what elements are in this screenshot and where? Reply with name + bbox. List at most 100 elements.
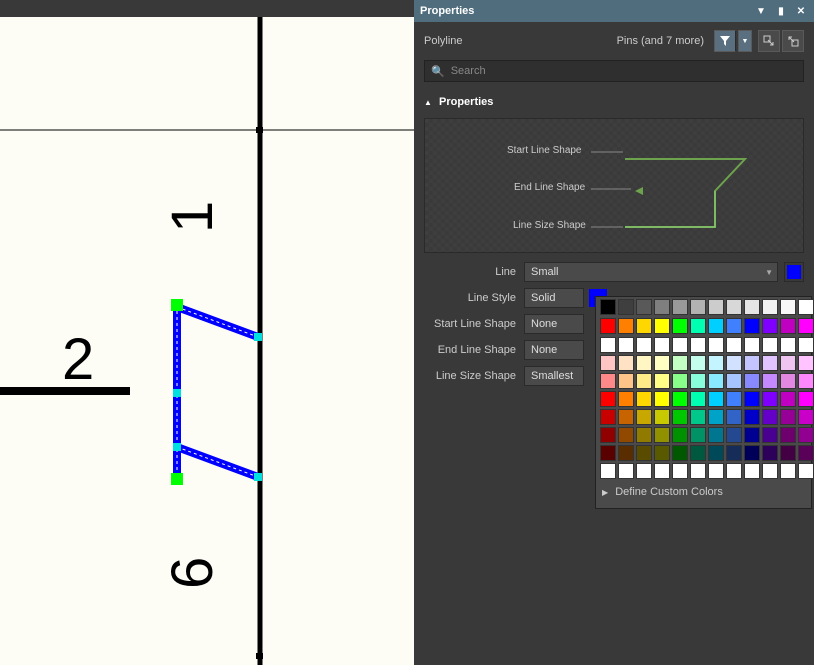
filter-dropdown-button[interactable]: ▼ — [738, 30, 752, 52]
color-swatch[interactable] — [762, 355, 778, 371]
color-swatch[interactable] — [798, 337, 814, 353]
color-swatch[interactable] — [672, 445, 688, 461]
color-swatch[interactable] — [798, 355, 814, 371]
dropdown-icon[interactable]: ▼ — [754, 6, 768, 17]
line-dropdown[interactable]: Small▼ — [524, 262, 778, 282]
color-swatch[interactable] — [708, 463, 724, 479]
color-swatch[interactable] — [618, 427, 634, 443]
color-swatch[interactable] — [798, 463, 814, 479]
color-swatch[interactable] — [708, 373, 724, 389]
color-swatch[interactable] — [708, 337, 724, 353]
color-swatch[interactable] — [744, 299, 760, 315]
color-swatch[interactable] — [726, 427, 742, 443]
color-swatch[interactable] — [690, 299, 706, 315]
color-swatch[interactable] — [618, 355, 634, 371]
color-swatch[interactable] — [744, 318, 760, 334]
color-swatch[interactable] — [654, 373, 670, 389]
color-swatch[interactable] — [744, 337, 760, 353]
color-swatch[interactable] — [744, 409, 760, 425]
color-swatch[interactable] — [690, 427, 706, 443]
color-swatch[interactable] — [762, 318, 778, 334]
color-swatch[interactable] — [600, 318, 616, 334]
color-swatch[interactable] — [672, 373, 688, 389]
color-swatch[interactable] — [798, 373, 814, 389]
color-swatch[interactable] — [798, 299, 814, 315]
color-swatch[interactable] — [618, 373, 634, 389]
color-swatch[interactable] — [618, 299, 634, 315]
color-swatch[interactable] — [636, 299, 652, 315]
color-swatch[interactable] — [708, 409, 724, 425]
color-swatch[interactable] — [690, 355, 706, 371]
color-swatch[interactable] — [708, 445, 724, 461]
select-child-button[interactable] — [782, 30, 804, 52]
color-swatch[interactable] — [690, 391, 706, 407]
style-dropdown[interactable]: Solid — [524, 288, 584, 308]
color-swatch[interactable] — [708, 355, 724, 371]
color-swatch[interactable] — [636, 355, 652, 371]
color-swatch[interactable] — [672, 318, 688, 334]
color-swatch[interactable] — [672, 427, 688, 443]
color-swatch[interactable] — [780, 445, 796, 461]
color-swatch[interactable] — [744, 391, 760, 407]
color-swatch[interactable] — [726, 373, 742, 389]
color-swatch[interactable] — [744, 463, 760, 479]
pin-icon[interactable]: ▮ — [774, 6, 788, 17]
color-swatch[interactable] — [600, 391, 616, 407]
color-swatch[interactable] — [636, 318, 652, 334]
color-swatch[interactable] — [672, 355, 688, 371]
properties-section-header[interactable]: ▲ Properties — [414, 92, 814, 112]
color-swatch[interactable] — [600, 463, 616, 479]
color-swatch[interactable] — [798, 445, 814, 461]
color-swatch[interactable] — [654, 337, 670, 353]
color-swatch[interactable] — [780, 409, 796, 425]
color-swatch[interactable] — [690, 373, 706, 389]
color-swatch[interactable] — [762, 337, 778, 353]
color-swatch[interactable] — [600, 427, 616, 443]
color-swatch[interactable] — [762, 409, 778, 425]
color-swatch[interactable] — [780, 373, 796, 389]
color-swatch[interactable] — [762, 463, 778, 479]
color-swatch[interactable] — [654, 409, 670, 425]
color-swatch[interactable] — [780, 337, 796, 353]
color-swatch[interactable] — [690, 409, 706, 425]
color-swatch[interactable] — [798, 391, 814, 407]
color-swatch[interactable] — [726, 355, 742, 371]
color-swatch[interactable] — [780, 427, 796, 443]
color-swatch[interactable] — [618, 318, 634, 334]
color-swatch[interactable] — [690, 463, 706, 479]
schematic-canvas[interactable]: 1 2 6 — [0, 0, 414, 665]
color-swatch[interactable] — [780, 355, 796, 371]
color-swatch[interactable] — [780, 299, 796, 315]
line-color-swatch[interactable] — [784, 262, 804, 282]
color-swatch[interactable] — [708, 391, 724, 407]
color-swatch[interactable] — [726, 463, 742, 479]
end-shape-dropdown[interactable]: None — [524, 340, 584, 360]
color-swatch[interactable] — [690, 318, 706, 334]
color-swatch[interactable] — [618, 445, 634, 461]
color-swatch[interactable] — [654, 445, 670, 461]
color-swatch[interactable] — [618, 409, 634, 425]
color-swatch[interactable] — [762, 445, 778, 461]
color-swatch[interactable] — [636, 391, 652, 407]
color-swatch[interactable] — [636, 463, 652, 479]
color-swatch[interactable] — [636, 427, 652, 443]
color-swatch[interactable] — [600, 373, 616, 389]
color-swatch[interactable] — [798, 409, 814, 425]
define-custom-colors[interactable]: ▶ Define Custom Colors — [600, 482, 807, 502]
color-swatch[interactable] — [762, 299, 778, 315]
color-swatch[interactable] — [744, 373, 760, 389]
color-swatch[interactable] — [672, 337, 688, 353]
color-swatch[interactable] — [600, 445, 616, 461]
color-swatch[interactable] — [726, 337, 742, 353]
color-swatch[interactable] — [636, 373, 652, 389]
color-swatch[interactable] — [672, 299, 688, 315]
color-swatch[interactable] — [654, 427, 670, 443]
color-swatch[interactable] — [780, 463, 796, 479]
color-swatch[interactable] — [726, 391, 742, 407]
color-swatch[interactable] — [654, 391, 670, 407]
color-swatch[interactable] — [708, 427, 724, 443]
color-swatch[interactable] — [636, 409, 652, 425]
color-swatch[interactable] — [708, 299, 724, 315]
color-swatch[interactable] — [618, 337, 634, 353]
color-swatch[interactable] — [762, 373, 778, 389]
